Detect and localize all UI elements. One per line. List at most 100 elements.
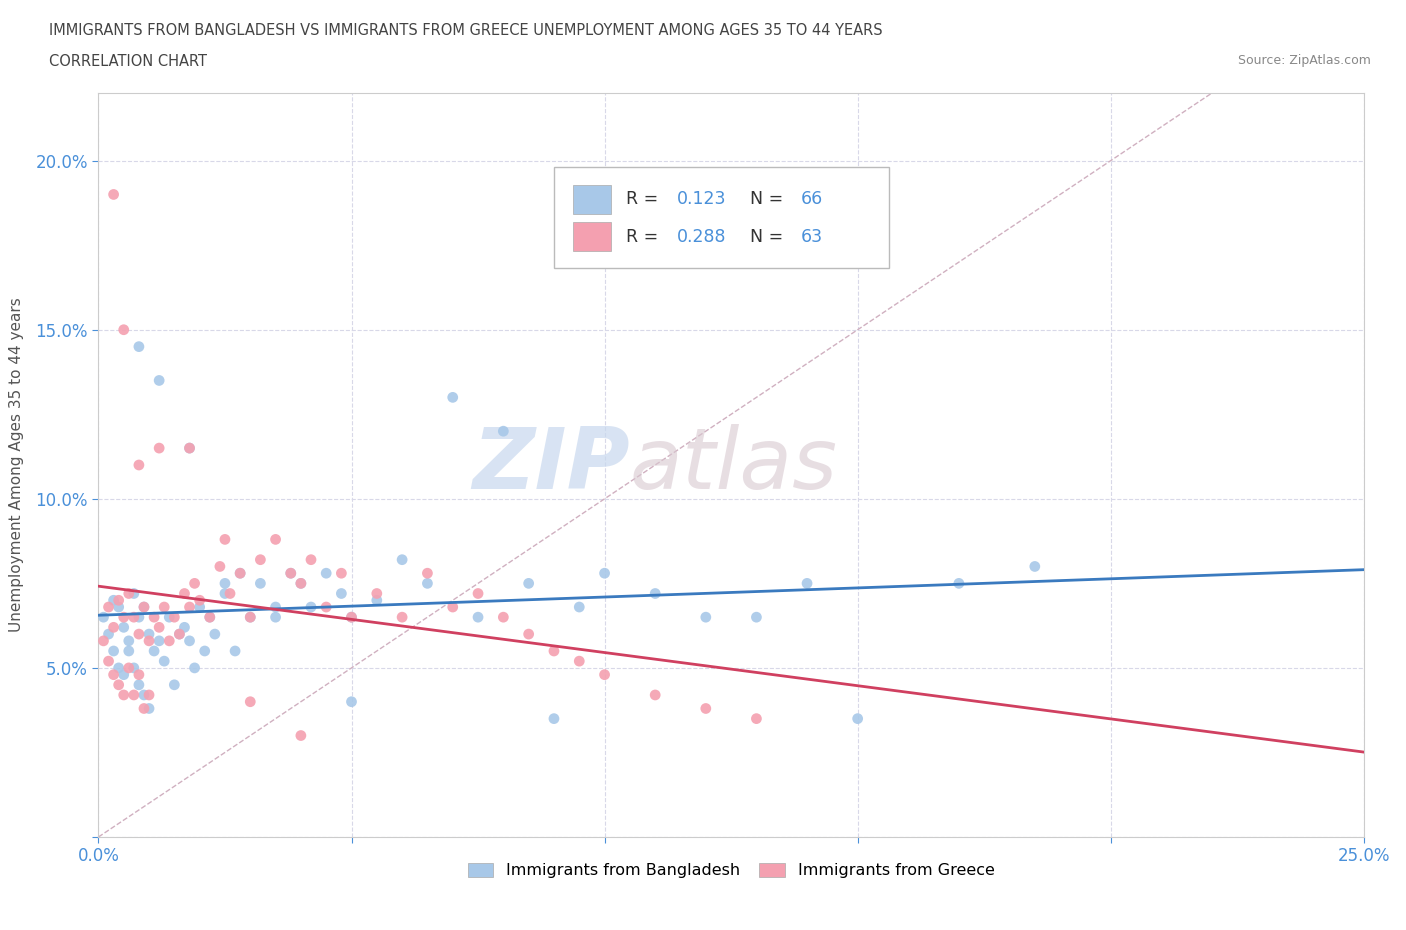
Y-axis label: Unemployment Among Ages 35 to 44 years: Unemployment Among Ages 35 to 44 years bbox=[10, 298, 24, 632]
Point bbox=[208, 559, 231, 574]
Point bbox=[128, 627, 150, 642]
Point bbox=[517, 576, 540, 591]
Point bbox=[224, 644, 246, 658]
Point bbox=[122, 687, 145, 702]
Point bbox=[796, 576, 818, 591]
Text: Source: ZipAtlas.com: Source: ZipAtlas.com bbox=[1237, 54, 1371, 67]
Point bbox=[391, 552, 413, 567]
Point bbox=[179, 600, 201, 615]
Point bbox=[97, 600, 120, 615]
Point bbox=[173, 620, 195, 635]
Point bbox=[340, 610, 363, 625]
Point bbox=[188, 592, 211, 607]
Point bbox=[118, 633, 141, 648]
Point bbox=[264, 532, 287, 547]
Text: 63: 63 bbox=[800, 228, 823, 246]
Point bbox=[568, 654, 591, 669]
Point bbox=[204, 627, 226, 642]
Point bbox=[128, 677, 150, 692]
Point bbox=[366, 586, 388, 601]
Point bbox=[118, 586, 141, 601]
Legend: Immigrants from Bangladesh, Immigrants from Greece: Immigrants from Bangladesh, Immigrants f… bbox=[461, 857, 1001, 884]
Point bbox=[107, 592, 129, 607]
Point bbox=[239, 695, 262, 710]
Point bbox=[183, 660, 205, 675]
Text: atlas: atlas bbox=[630, 423, 838, 507]
Point bbox=[163, 610, 186, 625]
Point bbox=[543, 644, 565, 658]
Point bbox=[219, 586, 242, 601]
Point bbox=[229, 565, 252, 580]
Point bbox=[264, 600, 287, 615]
Point bbox=[128, 667, 150, 682]
Point bbox=[239, 610, 262, 625]
Point bbox=[179, 633, 201, 648]
Point bbox=[239, 610, 262, 625]
Point bbox=[264, 610, 287, 625]
Point bbox=[173, 586, 195, 601]
Point bbox=[593, 667, 616, 682]
Point bbox=[112, 687, 135, 702]
Point bbox=[330, 586, 353, 601]
Point bbox=[122, 660, 145, 675]
Point bbox=[157, 610, 180, 625]
Point bbox=[97, 627, 120, 642]
Point bbox=[157, 633, 180, 648]
Point bbox=[340, 695, 363, 710]
Point bbox=[112, 610, 135, 625]
Point bbox=[280, 565, 302, 580]
Point bbox=[198, 610, 221, 625]
Point bbox=[315, 565, 337, 580]
Point bbox=[128, 339, 150, 354]
Point bbox=[179, 441, 201, 456]
Point bbox=[143, 644, 166, 658]
Point bbox=[416, 576, 439, 591]
Point bbox=[118, 660, 141, 675]
Point bbox=[366, 592, 388, 607]
Text: 66: 66 bbox=[800, 191, 823, 208]
Point bbox=[183, 576, 205, 591]
Point bbox=[103, 592, 125, 607]
Point bbox=[112, 620, 135, 635]
Point bbox=[128, 610, 150, 625]
Point bbox=[214, 576, 236, 591]
Point bbox=[568, 600, 591, 615]
Point bbox=[153, 654, 176, 669]
Point bbox=[118, 644, 141, 658]
Point bbox=[249, 576, 271, 591]
Point bbox=[132, 600, 155, 615]
Point bbox=[280, 565, 302, 580]
Point bbox=[138, 627, 160, 642]
Point bbox=[644, 687, 666, 702]
Bar bbox=[574, 222, 610, 251]
Point bbox=[93, 633, 115, 648]
Point bbox=[695, 610, 717, 625]
Point bbox=[745, 711, 768, 726]
Point bbox=[290, 576, 312, 591]
Point bbox=[112, 323, 135, 338]
Point bbox=[107, 660, 129, 675]
Point bbox=[122, 586, 145, 601]
Text: IMMIGRANTS FROM BANGLADESH VS IMMIGRANTS FROM GREECE UNEMPLOYMENT AMONG AGES 35 : IMMIGRANTS FROM BANGLADESH VS IMMIGRANTS… bbox=[49, 23, 883, 38]
Point bbox=[103, 644, 125, 658]
Text: N =: N = bbox=[751, 191, 789, 208]
Text: R =: R = bbox=[626, 228, 664, 246]
Point bbox=[229, 565, 252, 580]
Point bbox=[299, 552, 322, 567]
Point bbox=[593, 565, 616, 580]
Point bbox=[153, 600, 176, 615]
Point bbox=[695, 701, 717, 716]
Point bbox=[138, 633, 160, 648]
Point bbox=[1024, 559, 1046, 574]
Point bbox=[492, 424, 515, 439]
Point bbox=[517, 627, 540, 642]
Text: ZIP: ZIP bbox=[472, 423, 630, 507]
Point bbox=[148, 633, 170, 648]
Point bbox=[416, 565, 439, 580]
Point bbox=[148, 620, 170, 635]
Bar bbox=[574, 185, 610, 214]
Point bbox=[163, 677, 186, 692]
Text: 0.288: 0.288 bbox=[676, 228, 727, 246]
Point bbox=[138, 701, 160, 716]
Point bbox=[138, 687, 160, 702]
